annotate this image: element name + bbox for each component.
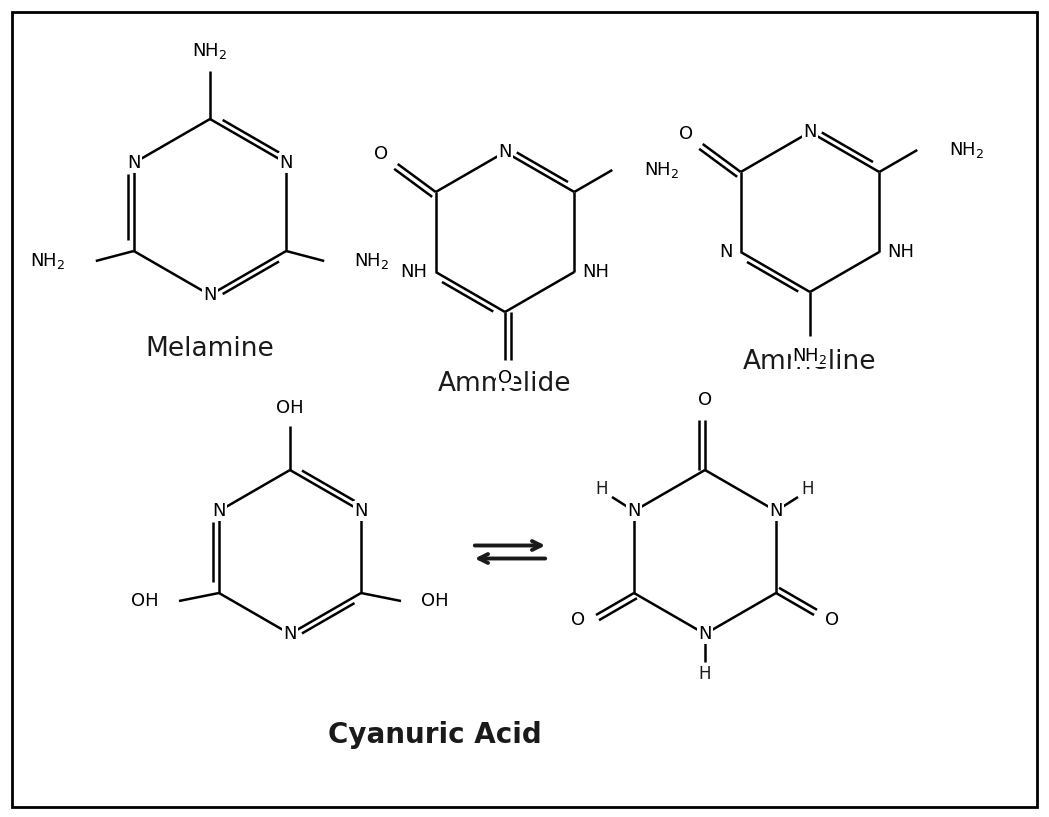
Text: H: H	[801, 480, 814, 498]
Text: N: N	[212, 502, 226, 520]
Text: NH$_2$: NH$_2$	[949, 140, 985, 160]
Text: OH: OH	[421, 592, 449, 610]
Text: Cyanuric Acid: Cyanuric Acid	[328, 721, 542, 749]
Text: O: O	[679, 125, 692, 143]
Text: OH: OH	[131, 592, 159, 610]
Text: Ammeline: Ammeline	[744, 349, 877, 375]
Text: N: N	[804, 123, 817, 141]
Text: H: H	[596, 480, 608, 498]
Text: N: N	[204, 286, 217, 304]
Text: N: N	[279, 154, 293, 172]
Text: O: O	[825, 611, 839, 629]
Text: O: O	[571, 611, 585, 629]
Text: NH: NH	[582, 263, 609, 281]
Text: N: N	[720, 243, 732, 261]
Text: NH: NH	[887, 243, 915, 261]
Text: N: N	[498, 143, 512, 161]
Text: Ammelide: Ammelide	[438, 371, 572, 397]
Text: NH$_2$: NH$_2$	[644, 160, 680, 180]
Text: NH$_2$: NH$_2$	[192, 41, 228, 61]
Text: N: N	[769, 502, 783, 520]
Text: N: N	[127, 154, 141, 172]
Text: O: O	[373, 145, 388, 163]
Text: NH$_2$: NH$_2$	[792, 346, 828, 366]
Text: NH$_2$: NH$_2$	[30, 251, 66, 271]
Text: O: O	[698, 391, 712, 409]
Text: N: N	[699, 625, 712, 643]
Text: NH$_2$: NH$_2$	[355, 251, 389, 271]
Text: NH: NH	[401, 263, 428, 281]
Text: H: H	[699, 665, 711, 683]
Text: O: O	[498, 369, 512, 387]
Text: N: N	[355, 502, 368, 520]
Text: N: N	[627, 502, 641, 520]
Text: Melamine: Melamine	[146, 336, 275, 362]
Text: N: N	[283, 625, 297, 643]
Text: OH: OH	[276, 399, 304, 417]
